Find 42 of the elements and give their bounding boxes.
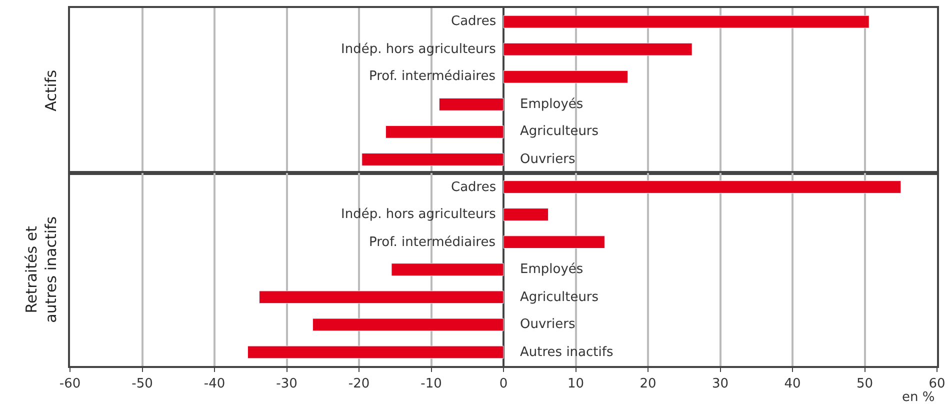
bar bbox=[503, 42, 692, 56]
bar bbox=[503, 70, 628, 84]
y-tick-label: Indép. hors agriculteurs bbox=[341, 207, 496, 222]
x-axis-title: en % bbox=[902, 390, 935, 405]
y-tick-label: Agriculteurs bbox=[520, 124, 599, 139]
bar bbox=[503, 180, 902, 194]
y-axis-title: Actifs bbox=[42, 70, 60, 112]
y-tick-label: Prof. intermédiaires bbox=[369, 235, 496, 250]
y-tick-label: Indép. hors agriculteurs bbox=[341, 42, 496, 57]
bar bbox=[259, 290, 504, 304]
y-tick-label: Agriculteurs bbox=[520, 290, 599, 305]
x-tick-label: 60 bbox=[928, 376, 946, 392]
x-tick-label: -60 bbox=[59, 376, 81, 392]
y-tick-label: Prof. intermédiaires bbox=[369, 69, 496, 84]
y-tick-label: Employés bbox=[520, 262, 584, 277]
y-tick-label: Ouvriers bbox=[520, 152, 576, 167]
bar bbox=[362, 153, 504, 166]
x-tick-label: -10 bbox=[420, 376, 442, 392]
x-tick-label: 40 bbox=[784, 376, 801, 392]
bar bbox=[312, 318, 504, 332]
x-tick-label: -40 bbox=[204, 376, 226, 392]
x-tick-label: 10 bbox=[567, 376, 584, 392]
bar bbox=[438, 98, 504, 111]
x-tick-label: 50 bbox=[856, 376, 874, 392]
x-tick-label: 30 bbox=[712, 376, 729, 392]
x-tick-label: -50 bbox=[132, 376, 153, 392]
y-tick-label: Cadres bbox=[451, 180, 496, 195]
y-tick-label: Cadres bbox=[451, 14, 496, 29]
x-tick-label: 0 bbox=[499, 376, 508, 392]
y-axis-title: Retraités et autres inactifs bbox=[22, 216, 60, 323]
bar bbox=[247, 346, 504, 359]
bar bbox=[391, 263, 504, 276]
x-tick-label: 20 bbox=[640, 376, 656, 392]
bar bbox=[503, 15, 870, 28]
bar bbox=[385, 125, 504, 138]
bar bbox=[503, 208, 549, 221]
y-tick-label: Employés bbox=[520, 97, 584, 112]
x-tick-label: -20 bbox=[348, 376, 370, 392]
x-tick-label: -30 bbox=[276, 376, 298, 392]
y-tick-label: Ouvriers bbox=[520, 317, 576, 332]
y-tick-label: Autres inactifs bbox=[520, 345, 614, 360]
bar bbox=[503, 236, 605, 249]
